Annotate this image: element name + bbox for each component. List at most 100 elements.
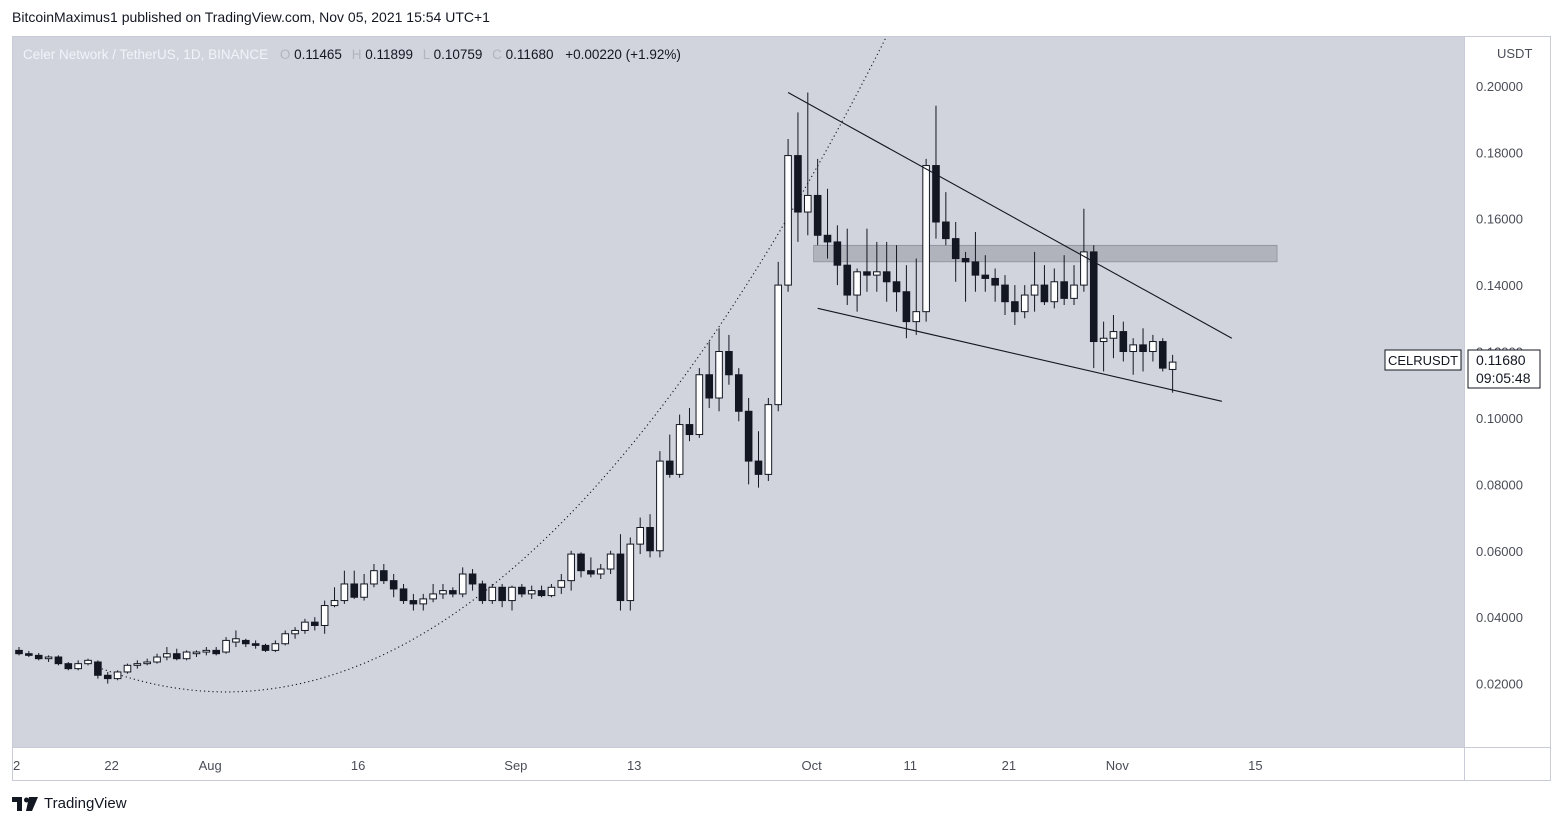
- time-tick-label: Sep: [504, 758, 527, 773]
- candle: [665, 434, 674, 478]
- candle: [1070, 265, 1078, 306]
- candle-body-up: [784, 155, 792, 286]
- candle: [754, 431, 763, 488]
- candle: [1060, 255, 1068, 306]
- candle: [1129, 338, 1137, 375]
- candle-body-down: [1011, 301, 1019, 313]
- candlestick-chart[interactable]: Celer Network / TetherUS, 1D, BINANCE O …: [13, 37, 1550, 780]
- upper-trendline[interactable]: [787, 92, 1233, 339]
- candle: [25, 651, 33, 658]
- candle: [458, 567, 467, 598]
- candle: [587, 557, 595, 578]
- chart-area[interactable]: Celer Network / TetherUS, 1D, BINANCE O …: [12, 36, 1551, 781]
- candle: [1119, 321, 1128, 362]
- candle-body-down: [537, 590, 546, 597]
- price-axis[interactable]: 0.200000.180000.160000.140000.120000.100…: [1476, 79, 1523, 692]
- candle: [34, 653, 43, 661]
- symbol-tag-name: CELRUSDT: [1388, 353, 1458, 368]
- candle: [54, 655, 63, 666]
- candle-body-down: [478, 583, 487, 602]
- legend: Celer Network / TetherUS, 1D, BINANCE O …: [23, 47, 681, 62]
- time-tick-label: Aug: [199, 758, 222, 773]
- candle: [498, 583, 506, 608]
- candle-body-up: [1030, 284, 1039, 296]
- candle-body-up: [370, 570, 378, 585]
- legend-close-value: 0.11680: [506, 47, 554, 62]
- candle: [902, 265, 911, 339]
- candle-body-up: [695, 374, 704, 436]
- candle-body-down: [1001, 284, 1009, 303]
- tradingview-logo-icon: [12, 796, 38, 811]
- lower-trendline[interactable]: [817, 307, 1223, 402]
- candle: [527, 585, 536, 599]
- candle-body-up: [271, 643, 280, 651]
- candle-body-up: [764, 404, 773, 475]
- candle-body-up: [596, 568, 605, 575]
- candle: [261, 643, 270, 653]
- candle: [705, 341, 714, 408]
- candle-body-up: [527, 590, 536, 595]
- candle: [409, 593, 418, 611]
- candle-body-down: [961, 258, 970, 263]
- candle-body-up: [636, 527, 644, 545]
- candle: [804, 92, 812, 236]
- candle-body-down: [1119, 331, 1128, 353]
- candle-body-up: [626, 543, 635, 602]
- tradingview-logo[interactable]: TradingView: [12, 795, 127, 812]
- candle-body-up: [320, 605, 329, 626]
- candle-body-up: [1149, 341, 1157, 353]
- candle-body-up: [291, 629, 299, 635]
- candle: [44, 655, 53, 663]
- candle: [232, 630, 240, 648]
- candle-body-up: [557, 580, 566, 588]
- candle-body-up: [1168, 361, 1177, 370]
- candle-body-down: [498, 586, 506, 602]
- candle-body-down: [103, 674, 112, 680]
- candle: [932, 105, 940, 239]
- candle: [656, 451, 664, 558]
- candle-body-down: [409, 600, 418, 605]
- candle-body-up: [922, 165, 930, 313]
- price-tick-label: 0.10000: [1476, 411, 1523, 426]
- candle: [557, 574, 566, 594]
- candle: [626, 537, 635, 611]
- price-tick-label: 0.16000: [1476, 212, 1523, 227]
- candle-body-up: [182, 651, 191, 660]
- candle: [74, 660, 82, 671]
- candle: [222, 637, 230, 654]
- candle-body-up: [143, 661, 151, 665]
- price-tick-label: 0.14000: [1476, 278, 1523, 293]
- candle-body-down: [951, 238, 960, 260]
- candle-body-up: [113, 671, 122, 680]
- candle-body-up: [439, 590, 447, 595]
- candle-body-down: [1139, 344, 1147, 353]
- candle-body-up: [330, 600, 339, 607]
- candle: [981, 255, 990, 292]
- time-axis[interactable]: 12 22 Aug 16 Sep 13 Oct 11 21 Nov 15: [13, 758, 1263, 773]
- price-tick-label: 0.06000: [1476, 544, 1523, 559]
- candle: [537, 585, 546, 598]
- candle-body-down: [863, 271, 871, 276]
- candle: [567, 550, 575, 591]
- candle-body-up: [1129, 344, 1137, 353]
- candle: [123, 663, 132, 674]
- candle-body-up: [567, 553, 575, 582]
- candle: [882, 241, 891, 302]
- candle: [508, 585, 516, 611]
- candle: [912, 258, 921, 335]
- candle: [1011, 285, 1019, 325]
- candle: [212, 647, 220, 656]
- candle-body-up: [419, 598, 428, 605]
- time-tick-label: 12: [13, 758, 20, 773]
- candle-body-up: [675, 424, 684, 475]
- publisher-caption: BitcoinMaximus1 published on TradingView…: [12, 9, 490, 25]
- candle-body-down: [754, 460, 763, 475]
- candle: [103, 671, 112, 684]
- candle-body-up: [301, 621, 309, 631]
- candle-body-up: [133, 663, 142, 666]
- candle: [163, 647, 171, 661]
- price-tick-label: 0.04000: [1476, 610, 1523, 625]
- candle: [429, 583, 437, 603]
- candle-body-down: [892, 281, 901, 293]
- resistance-zone: [813, 244, 1278, 263]
